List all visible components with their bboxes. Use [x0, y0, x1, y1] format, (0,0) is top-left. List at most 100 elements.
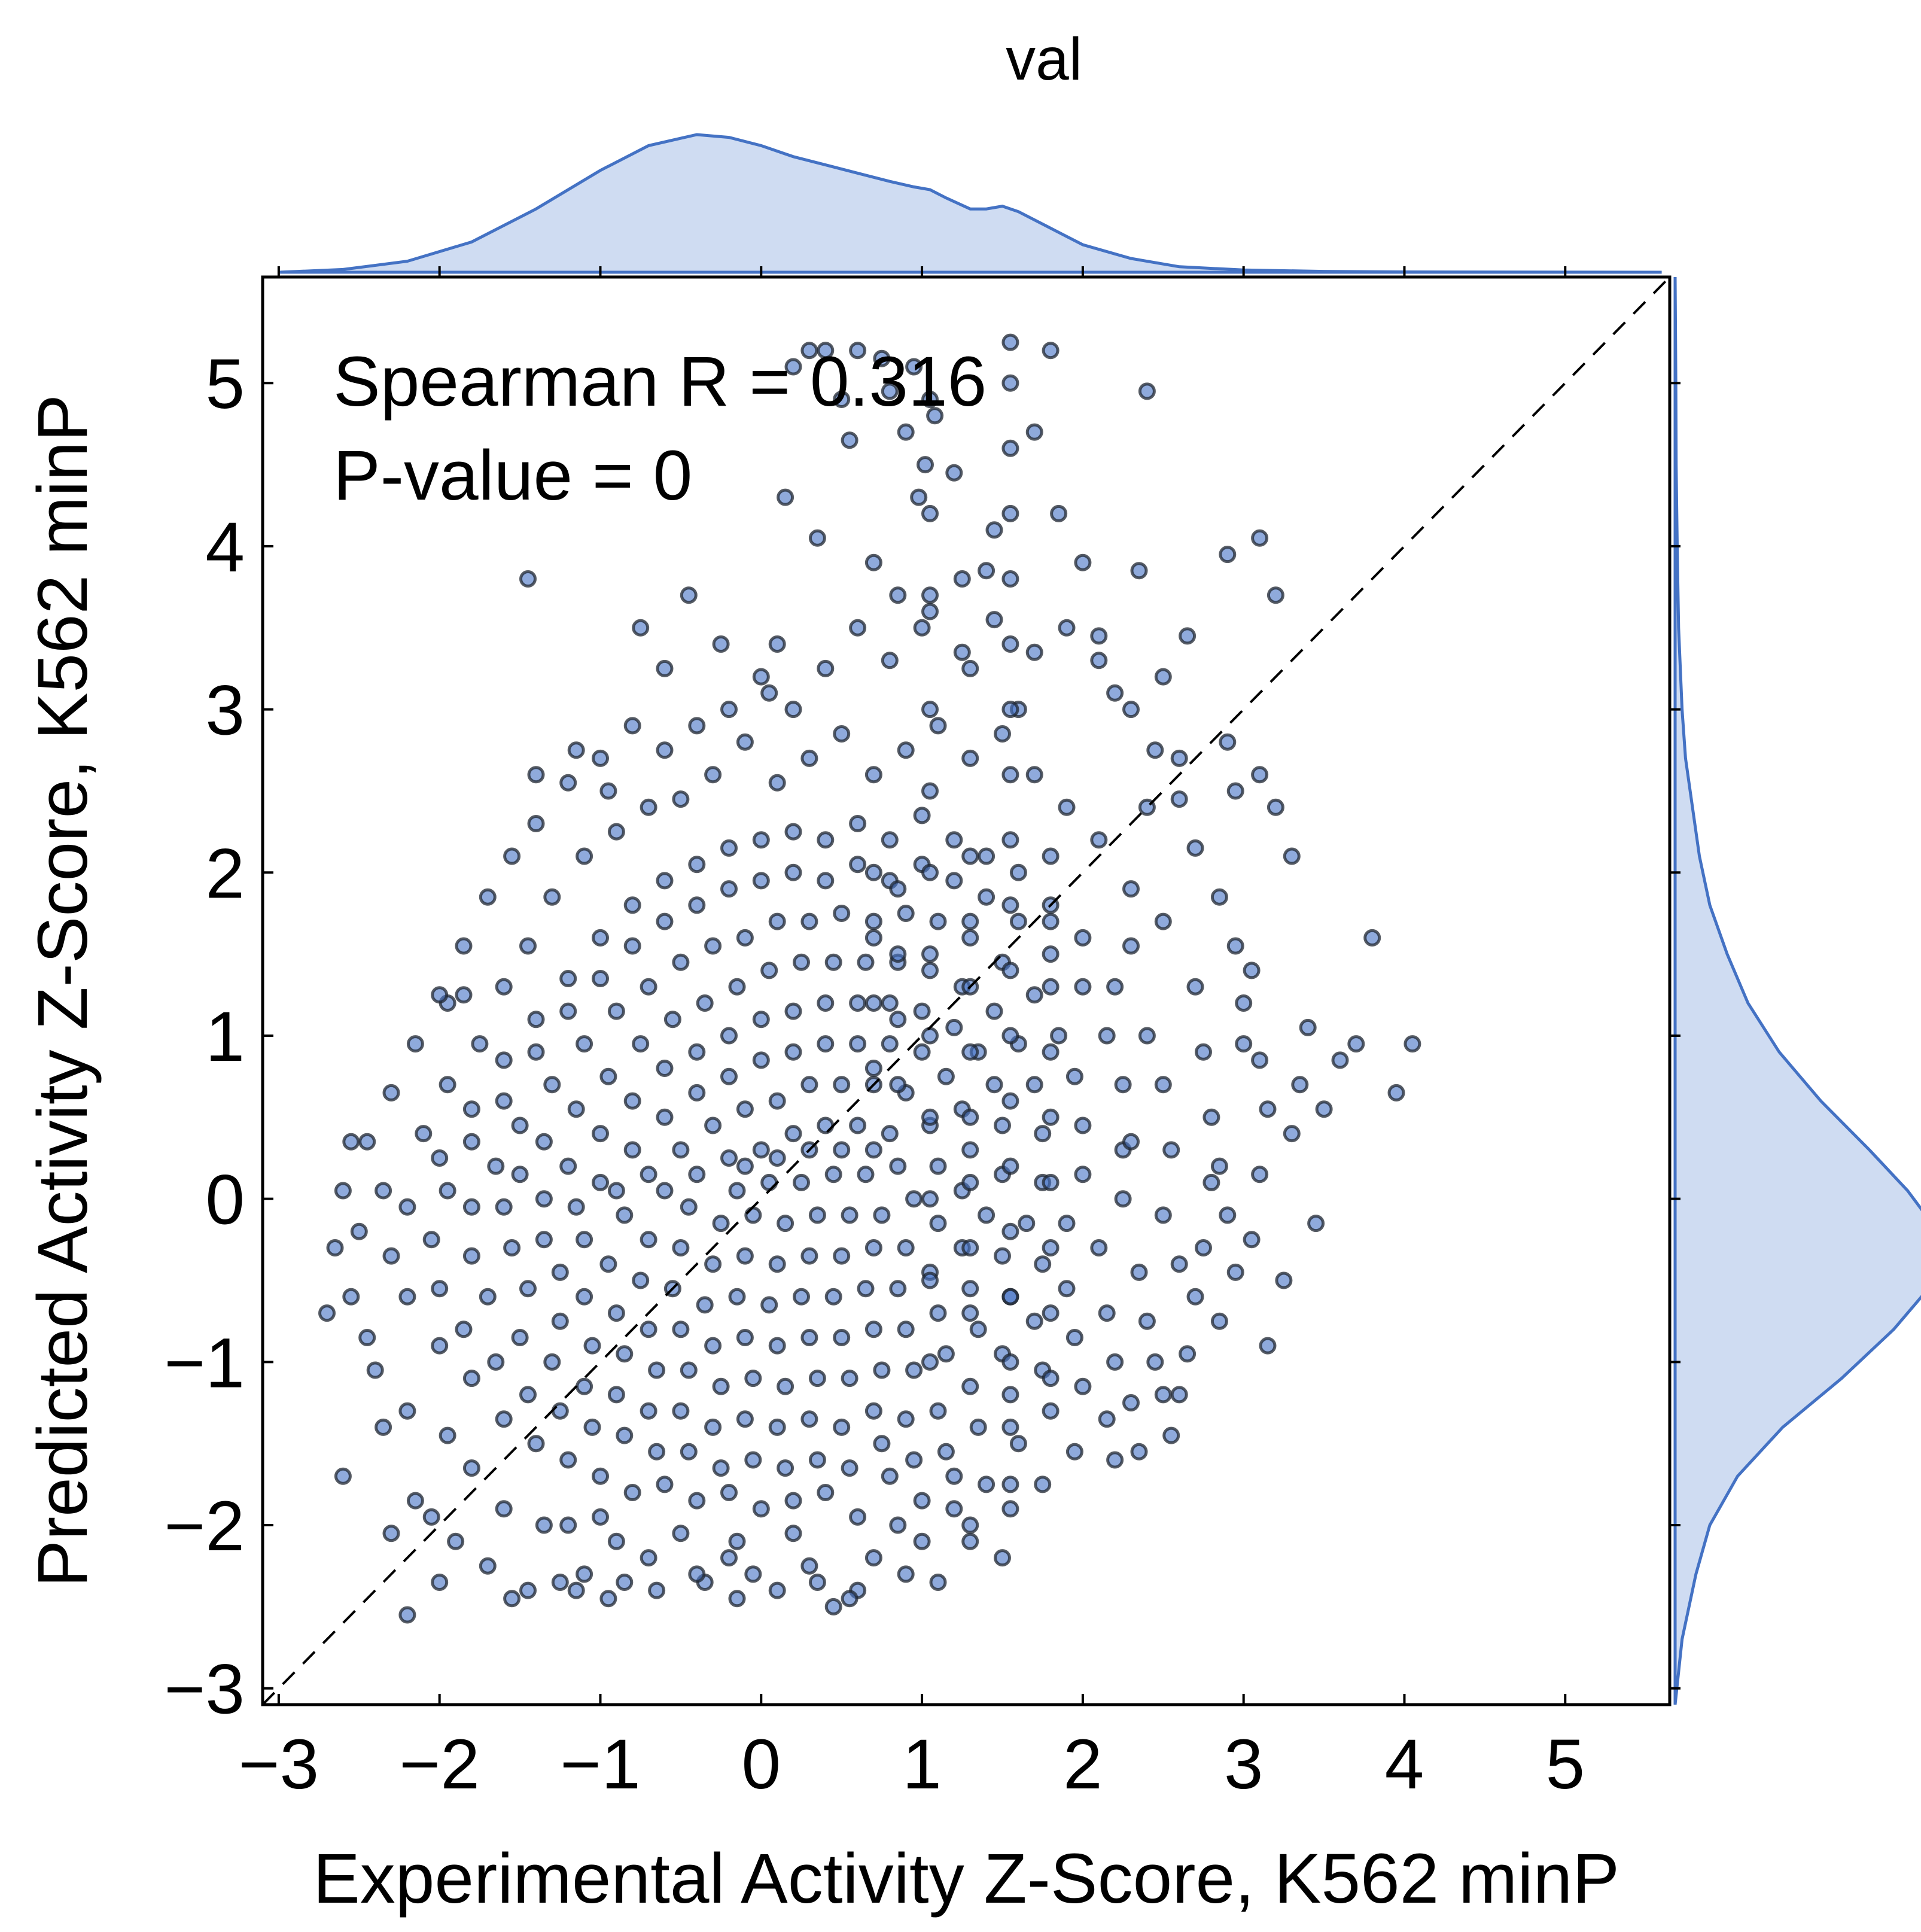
scatter-point — [881, 1467, 899, 1485]
scatter-point — [817, 994, 835, 1012]
scatter-point — [704, 1337, 722, 1355]
scatter-point — [616, 1426, 634, 1444]
scatter-point — [1363, 929, 1381, 947]
scatter-point — [358, 1133, 376, 1151]
scatter-point — [857, 1166, 875, 1183]
scatter-point — [728, 1182, 746, 1200]
scatter-point — [1001, 1092, 1019, 1110]
scatter-point — [1243, 1231, 1261, 1249]
scatter-point — [559, 1157, 577, 1175]
scatter-point — [519, 570, 537, 588]
scatter-point — [889, 1011, 907, 1029]
scatter-point — [824, 953, 842, 971]
scatter-point — [623, 1141, 641, 1159]
scatter-point — [704, 1116, 722, 1134]
scatter-point — [953, 570, 971, 588]
scatter-point — [953, 643, 971, 661]
scatter-point — [696, 1296, 714, 1314]
y-tick-label: −3 — [164, 1650, 245, 1729]
scatter-point — [680, 586, 698, 604]
scatter-point — [1235, 994, 1253, 1012]
identity-line — [261, 276, 1671, 1706]
scatter-point — [1179, 1345, 1197, 1363]
scatter-point — [1074, 1116, 1092, 1134]
scatter-point — [849, 1508, 867, 1526]
scatter-point — [527, 1435, 545, 1453]
scatter-point — [857, 953, 875, 971]
scatter-point — [1025, 766, 1043, 784]
scatter-point — [1162, 1426, 1180, 1444]
scatter-point — [439, 1182, 456, 1200]
scatter-point — [961, 1108, 979, 1126]
scatter-point — [623, 896, 641, 914]
scatter-point — [696, 994, 714, 1012]
scatter-point — [752, 872, 770, 890]
scatter-point — [704, 937, 722, 955]
scatter-point — [985, 1076, 1003, 1094]
scatter-point — [800, 342, 818, 360]
y-axis-label: Predicted Activity Z-Score, K562 minP — [23, 394, 102, 1587]
scatter-point — [905, 358, 923, 376]
scatter-point — [375, 1182, 392, 1200]
x-tick-label: 3 — [1224, 1725, 1264, 1804]
scatter-point — [672, 953, 690, 971]
scatter-point — [760, 962, 778, 979]
scatter-point — [849, 994, 867, 1012]
scatter-point — [744, 1565, 762, 1583]
scatter-point — [921, 1108, 939, 1126]
scatter-point — [1042, 1239, 1060, 1256]
scatter-point — [1025, 643, 1043, 661]
scatter-point — [841, 1590, 858, 1608]
scatter-point — [736, 1247, 754, 1265]
scatter-point — [978, 1475, 995, 1493]
scatter-point — [945, 831, 963, 849]
scatter-point — [462, 1459, 480, 1477]
scatter-point — [800, 1076, 818, 1094]
scatter-point — [559, 1516, 577, 1534]
scatter-point — [1404, 1035, 1421, 1053]
scatter-point — [720, 1149, 738, 1167]
scatter-point — [864, 1060, 882, 1077]
scatter-point — [1226, 782, 1244, 800]
scatter-point — [881, 831, 899, 849]
scatter-point — [921, 504, 939, 522]
scatter-point — [985, 611, 1003, 629]
x-tick-label: 4 — [1385, 1725, 1424, 1804]
scatter-point — [543, 888, 561, 906]
scatter-point — [864, 929, 882, 947]
y-tick-label: 1 — [205, 997, 245, 1076]
scatter-point — [720, 1067, 738, 1085]
scatter-point — [736, 733, 754, 751]
scatter-point — [1001, 1386, 1019, 1404]
scatter-point — [567, 741, 585, 759]
scatter-point — [455, 1321, 473, 1338]
scatter-point — [728, 1590, 746, 1608]
scatter-point — [720, 701, 738, 719]
scatter-point — [728, 1288, 746, 1306]
scatter-point — [672, 1141, 690, 1159]
scatter-point — [1154, 1206, 1172, 1224]
scatter-point — [567, 1198, 585, 1216]
scatter-point — [688, 1166, 706, 1183]
scatter-point — [849, 1035, 867, 1053]
scatter-point — [495, 1410, 513, 1428]
scatter-point — [736, 1100, 754, 1118]
scatter-point — [1042, 1173, 1060, 1191]
scatter-point — [961, 1239, 979, 1256]
scatter-point — [672, 1321, 690, 1338]
scatter-point — [1251, 1166, 1269, 1183]
scatter-point — [897, 741, 915, 759]
scatter-point — [824, 1166, 842, 1183]
scatter-point — [1154, 1386, 1172, 1404]
x-tick-label: −2 — [399, 1725, 480, 1804]
scatter-point — [1034, 1475, 1052, 1493]
scatter-point — [688, 1043, 706, 1061]
scatter-point — [455, 986, 473, 1004]
scatter-point — [495, 1092, 513, 1110]
scatter-point — [1267, 586, 1284, 604]
scatter-point — [744, 1370, 762, 1388]
scatter-point — [527, 815, 545, 832]
scatter-point — [640, 978, 657, 996]
scatter-point — [929, 1304, 947, 1322]
scatter-point — [623, 1484, 641, 1501]
